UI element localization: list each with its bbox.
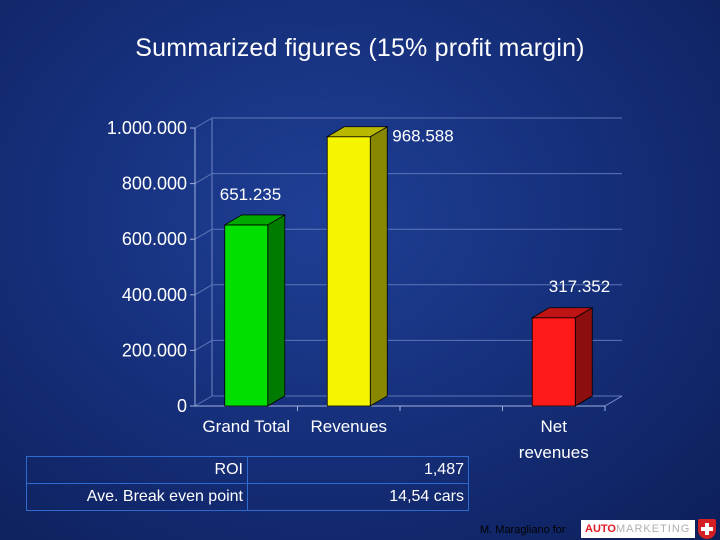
auto-marketing-logo: AUTOMARKETING — [581, 520, 695, 538]
y-tick-label: 400.000 — [122, 285, 187, 305]
bar — [224, 224, 269, 407]
bar-side — [267, 214, 286, 407]
y-tick-label: 0 — [177, 396, 187, 416]
data-label: 968.588 — [392, 127, 453, 146]
logo-text-marketing: MARKETING — [615, 523, 691, 535]
bar-side — [574, 307, 593, 407]
logo-text-auto: AUTO — [585, 523, 616, 535]
chart-labels: 0 200.000 400.000 600.000 800.000 1.000.000 Gr… — [107, 118, 610, 462]
y-tick-label: 1.000.000 — [107, 118, 187, 138]
break-even-value: 14,54 cars — [247, 483, 469, 511]
slide-title: Summarized figures (15% profit margin) — [135, 34, 585, 62]
bar-top — [325, 126, 389, 138]
x-category-label: Net — [541, 417, 568, 436]
roi-value: 1,487 — [247, 456, 469, 484]
swiss-cross-icon — [698, 519, 716, 539]
y-tick-label: 800.000 — [122, 174, 187, 194]
table-row: Ave. Break even point 14,54 cars — [26, 483, 469, 511]
footer-byline: M. Maragliano for — [480, 524, 566, 536]
x-category-label: Grand Total — [202, 417, 290, 436]
bar-top — [223, 214, 287, 226]
floor-edge — [604, 395, 623, 407]
footer: M. Maragliano for AUTOMARKETING — [480, 518, 720, 540]
data-label: 651.235 — [220, 185, 281, 204]
summary-table: ROI 1,487 Ave. Break even point 14,54 ca… — [26, 456, 469, 511]
x-category-label: Revenues — [310, 417, 387, 436]
gridline-side — [194, 395, 213, 407]
gridline-side — [194, 228, 213, 240]
chart-bars — [223, 126, 594, 407]
x-category-label: revenues — [519, 443, 589, 462]
gridline-side — [194, 117, 213, 129]
bar-top — [530, 307, 594, 319]
gridline-side — [194, 173, 213, 185]
bar — [326, 136, 371, 407]
table-row: ROI 1,487 — [26, 456, 469, 484]
break-even-label: Ave. Break even point — [26, 483, 248, 511]
y-tick-label: 200.000 — [122, 340, 187, 360]
y-tick-label: 600.000 — [122, 229, 187, 249]
gridline-side — [194, 339, 213, 351]
data-label: 317.352 — [549, 277, 610, 296]
gridline-side — [194, 284, 213, 296]
bar — [531, 317, 576, 407]
bar-side — [369, 126, 388, 407]
roi-label: ROI — [26, 456, 248, 484]
